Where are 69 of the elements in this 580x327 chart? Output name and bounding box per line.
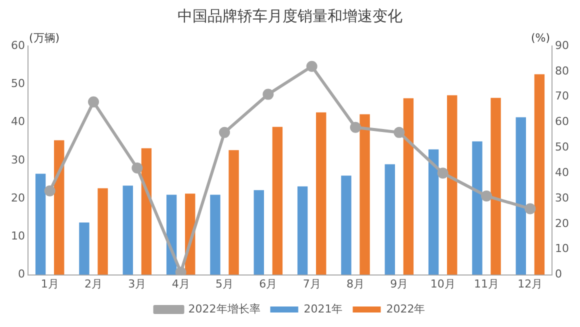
bar xyxy=(316,112,326,275)
bar xyxy=(122,186,133,275)
point xyxy=(394,126,405,138)
x-tick-label: 8月 xyxy=(346,277,364,290)
point xyxy=(481,190,492,202)
x-tick-label: 10月 xyxy=(430,277,456,290)
x-tick-label: 6月 xyxy=(259,277,278,290)
point xyxy=(219,126,230,138)
x-tick-label: 9月 xyxy=(390,277,408,290)
bar xyxy=(490,98,501,275)
bar xyxy=(516,117,526,275)
bar xyxy=(54,140,64,275)
y2-tick-label: 70 xyxy=(555,90,570,103)
point xyxy=(44,185,56,196)
x-tick-label: 2月 xyxy=(84,277,102,290)
x-tick-label: 12月 xyxy=(518,277,543,290)
bar xyxy=(35,174,46,275)
bar xyxy=(384,164,395,275)
y2-tick-label: 50 xyxy=(555,140,570,154)
bar xyxy=(210,194,220,275)
y2-tick-label: 90 xyxy=(555,38,570,52)
y2-tick-label: 20 xyxy=(555,216,570,230)
x-tick-label: 3月 xyxy=(128,277,146,290)
y-tick-label: 10 xyxy=(10,230,25,243)
y-tick-label: 0 xyxy=(18,268,25,281)
y2-tick-label: 30 xyxy=(555,191,570,204)
bar xyxy=(228,150,239,275)
legend-label: 2022年 xyxy=(386,302,426,316)
x-tick-label: 5月 xyxy=(216,277,234,290)
y2-tick-label: 60 xyxy=(555,115,570,128)
point xyxy=(524,203,536,214)
bar xyxy=(254,190,264,275)
y-tick-label: 60 xyxy=(10,38,25,52)
bar xyxy=(428,149,439,275)
point xyxy=(437,168,448,179)
point xyxy=(175,266,186,275)
y-tick-label: 50 xyxy=(10,76,25,90)
point xyxy=(132,162,143,174)
y-axis-title: (万辆) xyxy=(28,31,60,44)
y-tick-label: 20 xyxy=(10,191,25,204)
x-tick-label: 4月 xyxy=(172,277,190,290)
bar xyxy=(341,176,352,275)
y2-tick-label: 40 xyxy=(555,166,570,179)
y2-tick-label: 10 xyxy=(555,242,570,256)
y-tick-label: 40 xyxy=(10,115,25,128)
point xyxy=(306,60,318,72)
x-tick-label: 11月 xyxy=(474,277,499,290)
y2-axis-title: (%) xyxy=(530,31,550,44)
bar xyxy=(141,148,152,275)
bar xyxy=(472,141,482,275)
bar xyxy=(403,98,414,275)
bar xyxy=(534,74,545,275)
point xyxy=(350,122,361,133)
y2-tick-label: 80 xyxy=(555,64,570,78)
y-tick-label: 30 xyxy=(10,153,25,166)
x-tick-label: 7月 xyxy=(302,277,321,290)
legend-label: 2021年 xyxy=(304,302,343,316)
x-tick-label: 1月 xyxy=(40,277,59,290)
bar xyxy=(98,188,108,275)
bar xyxy=(447,95,458,275)
point xyxy=(88,96,99,108)
bar xyxy=(297,186,308,275)
point xyxy=(262,88,274,100)
bar xyxy=(79,222,90,275)
y2-tick-label: 0 xyxy=(555,268,562,281)
chart-title: 中国品牌轿车月度销量和增速变化 xyxy=(178,6,402,25)
bar xyxy=(272,126,283,275)
bar xyxy=(360,114,370,275)
legend-label: 2022年增长率 xyxy=(188,302,260,316)
